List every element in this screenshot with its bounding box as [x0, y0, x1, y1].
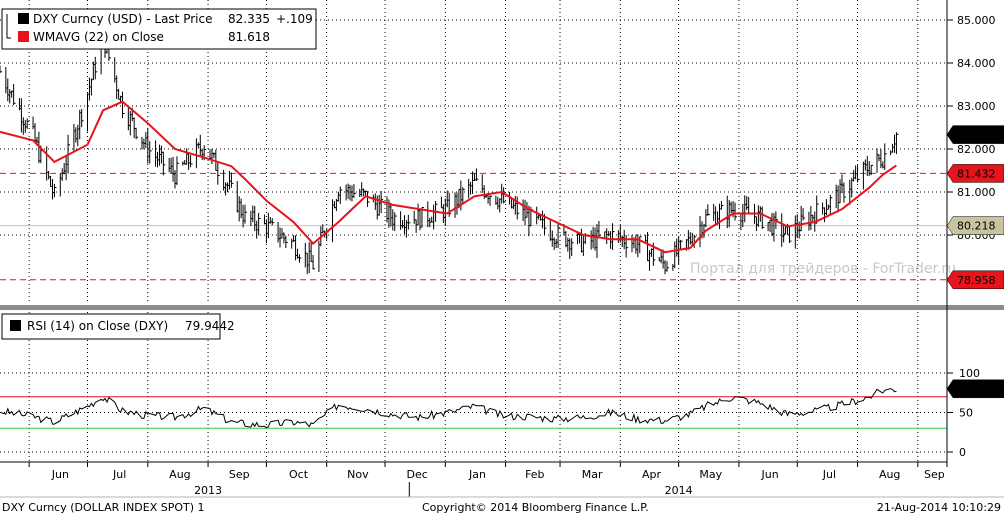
badge-upper-level-bg — [946, 164, 1004, 183]
price-ohlc-bars — [0, 28, 899, 275]
rsi-legend-box — [1, 313, 221, 340]
legend-wmavg-value: 81.618 — [228, 30, 270, 44]
badge-last-price: 82.335 — [946, 125, 1004, 144]
badge-lower-level: 78.958 — [946, 270, 1004, 290]
badge-upper-level-label: 81.432 — [957, 167, 996, 180]
month-label: Nov — [347, 468, 369, 481]
legend-swatch-price — [18, 13, 29, 24]
legend-swatch-rsi — [10, 320, 21, 331]
panel-separator — [0, 305, 1004, 310]
badge-upper-level: 81.432 — [946, 164, 1004, 183]
rsi-panel: 100 50 0 79.9442 RSI (14) on Close (DXY) 7… — [0, 312, 1004, 462]
badge-last-price-bg — [946, 125, 1004, 144]
month-label: Jun — [51, 468, 69, 481]
price-y-tick-label: 84.000 — [957, 57, 996, 70]
rsi-y-tick-label: 50 — [959, 407, 973, 420]
footer-left: DXY Curncy (DOLLAR INDEX SPOT) 1 — [2, 501, 205, 514]
rsi-value-badges: 79.9442 — [946, 379, 1004, 399]
price-y-tick-label: 83.000 — [957, 100, 996, 113]
price-y-tick-label: 82.000 — [957, 143, 996, 156]
watermark: Портал для трейдеров - ForTrader.ru — [690, 261, 956, 277]
legend-tree-connector — [6, 14, 11, 39]
rsi-legend: RSI (14) on Close (DXY) 79.9442 — [1, 313, 235, 340]
price-y-tick-label: 85.000 — [957, 14, 996, 27]
badge-last-price-label: 82.335 — [957, 129, 996, 142]
month-label: Jun — [761, 468, 779, 481]
rsi-reference-lines — [0, 396, 947, 429]
footer-center: Copyright© 2014 Bloomberg Finance L.P. — [422, 501, 649, 514]
month-label: Dec — [407, 468, 428, 481]
legend-swatch-wmavg — [18, 31, 29, 42]
month-label: Sep — [924, 468, 945, 481]
price-legend: DXY Curncy (USD) - Last Price 82.335 +.1… — [1, 8, 317, 50]
rsi-y-tick-label: 100 — [959, 367, 980, 380]
month-label: Apr — [642, 468, 662, 481]
badge-lower-level-label: 78.958 — [957, 274, 996, 287]
month-label: May — [699, 468, 722, 481]
legend-price-value: 82.335 — [228, 12, 270, 26]
month-label: Oct — [289, 468, 309, 481]
badge-rsi-last: 79.9442 — [946, 379, 1004, 399]
badge-middle-level-bg — [946, 216, 1004, 235]
price-y-tick-label: 81.000 — [957, 186, 996, 199]
x-axis: Jun Jul Aug Sep Oct Nov Dec Jan Feb Mar Apr May Jun J… — [28, 462, 945, 497]
year-label: 2013 — [194, 484, 222, 497]
legend-price-change: +.109 — [276, 12, 313, 26]
badge-middle-level: 80.218 — [946, 216, 1004, 235]
badge-rsi-last-label: 79.9442 — [957, 383, 1003, 396]
rsi-y-axis: 100 50 0 — [947, 367, 980, 459]
month-label: Sep — [229, 468, 250, 481]
month-label: Mar — [582, 468, 603, 481]
legend-price-label: DXY Curncy (USD) - Last Price — [33, 12, 212, 26]
month-label: Jul — [112, 468, 126, 481]
month-label: Jan — [468, 468, 486, 481]
legend-wmavg-label: WMAVG (22) on Close — [33, 30, 164, 44]
month-label: Aug — [879, 468, 900, 481]
badge-rsi-last-bg — [946, 379, 1004, 399]
price-panel: Портал для трейдеров - ForTrader.ru 85.0… — [0, 0, 1004, 302]
badge-middle-level-label: 80.218 — [957, 220, 996, 233]
year-label: 2014 — [665, 484, 693, 497]
badge-lower-level-bg — [946, 270, 1004, 290]
month-label: Aug — [169, 468, 190, 481]
price-value-badges: 82.335 81.432 80.218 78.958 — [946, 125, 1004, 290]
legend-rsi-label: RSI (14) on Close (DXY) — [27, 319, 168, 333]
month-label: Jul — [822, 468, 836, 481]
price-legend-box — [1, 8, 317, 50]
footer-right: 21-Aug-2014 10:10:29 — [877, 501, 1001, 514]
month-label: Feb — [525, 468, 544, 481]
rsi-series-line — [0, 388, 897, 429]
legend-rsi-value: 79.9442 — [185, 319, 235, 333]
wmavg-series-line — [0, 100, 897, 254]
rsi-y-tick-label: 0 — [959, 446, 966, 459]
